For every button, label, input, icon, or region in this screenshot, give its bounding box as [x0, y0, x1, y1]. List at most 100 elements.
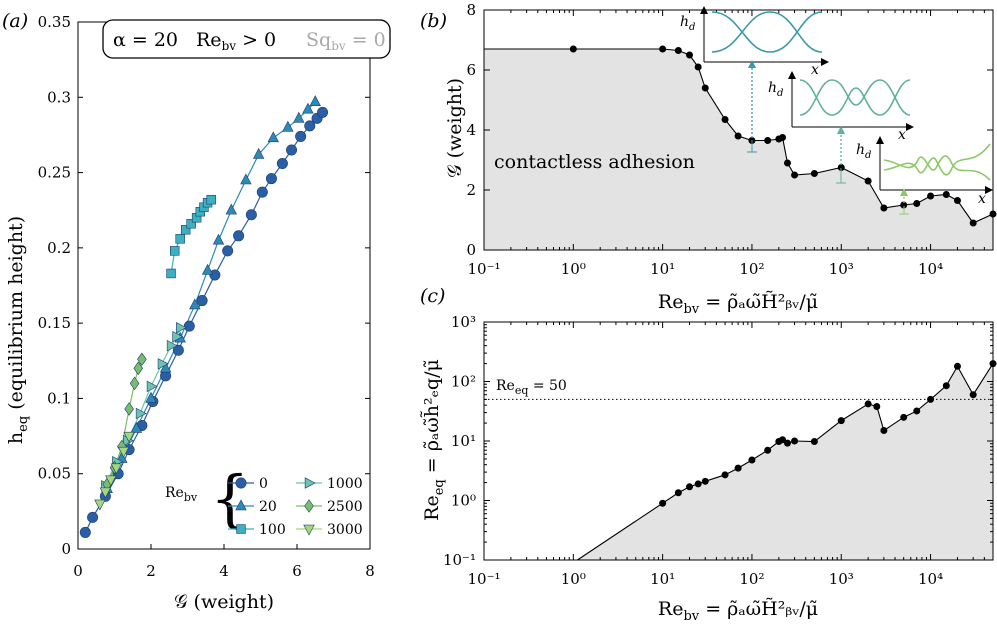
- series-0-point: [79, 526, 91, 538]
- inset-2: hd x: [768, 71, 914, 143]
- chart-b-xtick-label: 10⁻¹: [467, 260, 500, 278]
- chart-b-point: [913, 200, 921, 207]
- series-20-point: [130, 421, 143, 433]
- chart-a-ylabel-main: h: [5, 432, 27, 444]
- chart-c-ytick-label: 10⁰: [451, 492, 476, 510]
- legend-0-label: 0: [259, 476, 268, 492]
- chart-a-series: [79, 95, 329, 538]
- series-3000-point: [110, 463, 123, 475]
- chart-b-point: [864, 177, 872, 185]
- series-20-point: [309, 95, 321, 107]
- header-sq: Sqbv = 0: [306, 29, 386, 53]
- series-100-point: [170, 246, 180, 256]
- inset-1-ylabel-sub: d: [689, 22, 695, 33]
- legend-20-label: 20: [259, 499, 277, 515]
- chart-c-point: [837, 417, 845, 425]
- legend-100-marker: [236, 524, 246, 534]
- legend-0-marker: [235, 477, 247, 489]
- series-1000-point: [157, 358, 169, 370]
- series-20-point: [282, 120, 294, 132]
- chart-c-ylabel-suffix: = ρ̃ₐω̃h̃²ₑq/μ̃: [420, 359, 443, 479]
- header-box: [102, 19, 391, 59]
- chart-a: 0 2 4 6 8 0 0.05 0.1 0.15 0.2 0.25 0.3 0.35 𝒢 (weigh…: [5, 13, 391, 613]
- chart-c-xlabel: Rebv = ρ̃ₐω̃H̃²ᵦᵥ/μ̃: [658, 598, 818, 624]
- chart-b-xtick-label: 10²: [739, 260, 764, 278]
- series-1000-point: [146, 380, 158, 393]
- chart-b-ylabel: 𝒢 (weight): [444, 78, 466, 178]
- chart-c-ylabel-main: Re: [421, 495, 443, 521]
- legend-20-marker: [235, 499, 247, 511]
- series-0-point: [172, 344, 184, 356]
- chart-b-point: [674, 47, 682, 54]
- chart-c-point: [942, 382, 950, 390]
- header-alpha: α = 20: [113, 29, 178, 51]
- chart-a-xtick-label: 4: [219, 562, 229, 580]
- chart-b-point: [953, 197, 961, 204]
- series-0-point: [295, 130, 307, 142]
- series-100-point: [186, 219, 196, 229]
- series-100-point: [175, 234, 185, 244]
- series-0-point: [256, 186, 268, 198]
- chart-a-ylabel-sub: eq: [16, 416, 31, 432]
- series-3000-point: [123, 431, 135, 443]
- legend-title-main: Re: [165, 485, 184, 501]
- legend-1000-marker: [304, 477, 316, 489]
- chart-b-xlabel-suffix: = ρ̃ₐω̃H̃²ᵦᵥ/μ̃: [699, 291, 818, 313]
- chart-b-point: [694, 63, 702, 71]
- chart-c-ytick-label: 10³: [451, 313, 476, 331]
- chart-a-ytick-label: 0.3: [47, 88, 71, 106]
- chart-c-point: [674, 489, 682, 497]
- header-re: Rebv > 0: [196, 29, 276, 53]
- series-2500-point: [133, 361, 144, 376]
- inset-1-ylabel: hd: [680, 14, 695, 33]
- chart-b: 10⁻¹ 10⁰ 10¹ 10² 10³ 10⁴ 0 2 4 6 8 contactless adh…: [444, 1, 997, 317]
- series-0-point: [286, 144, 298, 156]
- chart-a-ytick-label: 0.25: [38, 164, 71, 182]
- chart-b-xlabel: Rebv = ρ̃ₐω̃H̃²ᵦᵥ/μ̃: [658, 291, 818, 317]
- chart-a-xlabel: 𝒢 (weight): [174, 591, 274, 613]
- chart-a-xtick-label: 8: [365, 562, 375, 580]
- series-100-point: [206, 194, 216, 205]
- inset-3: hd x: [856, 136, 993, 207]
- chart-b-point: [942, 191, 950, 198]
- chart-a-ytick-label: 0: [61, 540, 71, 558]
- panel-letter-a: (a): [2, 10, 28, 32]
- chart-c-xtick-label: 10⁴: [918, 570, 943, 588]
- chart-c-xtick-label: 10³: [829, 570, 854, 588]
- series-0-point: [304, 120, 316, 132]
- series-0-point: [245, 209, 257, 221]
- chart-b-point: [810, 170, 818, 177]
- chart-c-point: [927, 395, 935, 403]
- legend-title-sub: bv: [184, 491, 198, 504]
- legend-2500-marker: [304, 499, 314, 513]
- series-1000-point: [176, 321, 187, 334]
- chart-c-ylabel-sub: eq: [432, 479, 447, 495]
- chart-a-xtick-label: 2: [146, 562, 156, 580]
- chart-c-point: [791, 437, 799, 445]
- series-3000-point: [117, 446, 130, 458]
- chart-c-point: [748, 456, 756, 464]
- series-20-point: [302, 102, 314, 114]
- header-sq-cond: = 0: [346, 29, 386, 51]
- series-20-point: [252, 147, 265, 159]
- series-2500-point: [124, 402, 134, 416]
- chart-b-ytick-label: 8: [466, 1, 476, 19]
- series-0-point: [233, 230, 245, 242]
- chart-c-xlabel-suffix: = ρ̃ₐω̃H̃²ᵦᵥ/μ̃: [699, 598, 818, 620]
- chart-c-ticks: 10⁻¹ 10⁰ 10¹ 10² 10³ 10⁴ 10⁻¹ 10⁰ 10¹ 10² 10³: [443, 313, 994, 588]
- series-0-point: [222, 245, 234, 257]
- chart-c-xlabel-main: Re: [658, 598, 684, 620]
- chart-b-point: [779, 134, 787, 141]
- chart-b-point: [659, 45, 667, 53]
- req-line-label-main: Re: [496, 378, 515, 394]
- inset-2-ylabel-main: h: [768, 80, 777, 96]
- chart-b-ytick-label: 0: [466, 241, 476, 259]
- chart-b-shaded-area: [484, 49, 993, 250]
- chart-b-ytick-label: 6: [466, 61, 476, 79]
- inset-1-xlabel: x: [811, 62, 819, 78]
- legend-items: 0 20 100 1000 2500 3000: [228, 476, 363, 538]
- chart-c-xtick-label: 10⁰: [561, 570, 586, 588]
- chart-a-ytick-label: 0.1: [47, 389, 71, 407]
- chart-c-point: [989, 360, 997, 368]
- series-1000-point: [166, 340, 178, 352]
